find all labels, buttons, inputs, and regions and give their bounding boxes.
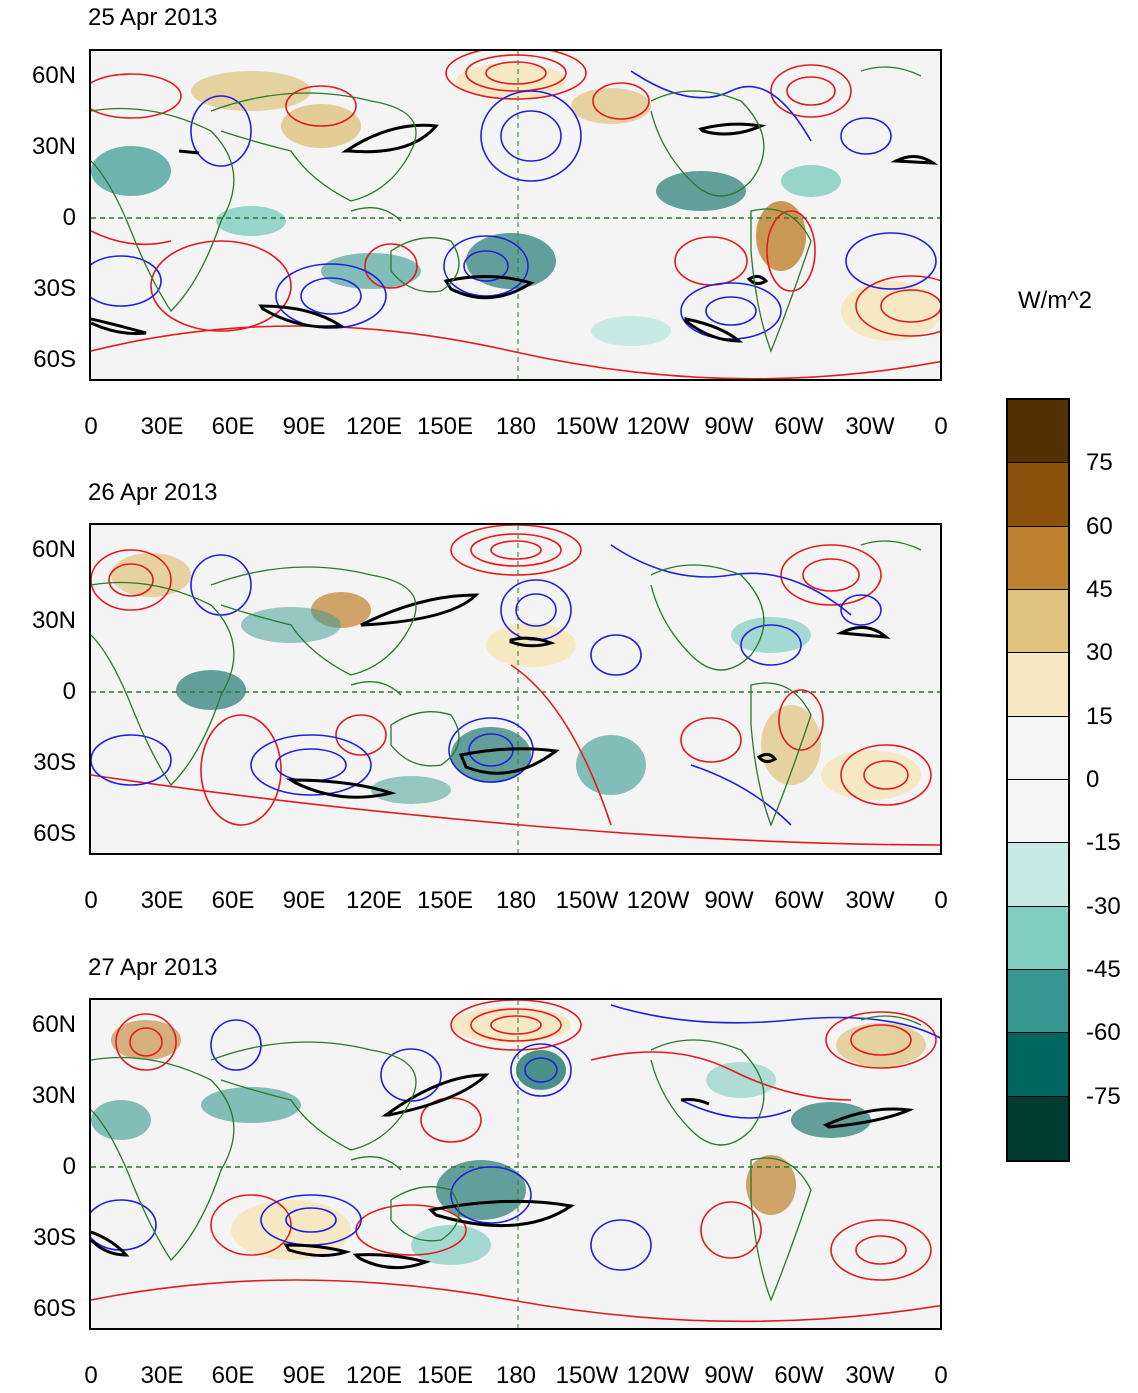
lon-tick-label: 60W <box>774 1362 824 1389</box>
lon-tick-label: 0 <box>934 887 948 914</box>
map-panel-2-graphics <box>91 525 940 853</box>
lon-tick-label: 150E <box>416 1362 474 1389</box>
lat-tick-label: 30N <box>31 1082 76 1109</box>
lon-tick-label: 30W <box>845 413 895 440</box>
map-panel-1-graphics <box>91 51 940 379</box>
lon-tick-label: 150W <box>555 413 619 440</box>
colorbar-level-label: 60 <box>1086 512 1113 540</box>
lon-tick-label: 90W <box>704 887 754 914</box>
lon-tick-label: 60E <box>211 413 255 440</box>
lon-tick-label: 30W <box>845 887 895 914</box>
panel-1-title: 25 Apr 2013 <box>88 4 218 31</box>
lon-tick-label: 120W <box>626 887 690 914</box>
lon-tick-label: 180 <box>495 1362 537 1389</box>
colorbar-level-label: -60 <box>1086 1019 1121 1047</box>
colorbar-swatch <box>1008 970 1068 1034</box>
lon-tick-label: 0 <box>934 1362 948 1389</box>
map-panel-2 <box>89 523 942 855</box>
lon-tick-label: 60W <box>774 887 824 914</box>
lat-tick-label: 0 <box>62 678 76 705</box>
lon-tick-label: 30E <box>140 1362 184 1389</box>
colorbar <box>1006 398 1070 1162</box>
lon-tick-label: 0 <box>84 887 98 914</box>
colorbar-level-label: -15 <box>1086 829 1121 857</box>
lat-tick-label: 30N <box>31 133 76 160</box>
lon-tick-label: 30E <box>140 887 184 914</box>
lat-tick-label: 30S <box>33 275 76 302</box>
lat-tick-label: 60S <box>33 820 76 847</box>
colorbar-level-label: 15 <box>1086 702 1113 730</box>
panel-2-title: 26 Apr 2013 <box>88 479 218 506</box>
colorbar-level-label: 75 <box>1086 449 1113 477</box>
colorbar-level-label: 45 <box>1086 576 1113 603</box>
lon-tick-label: 30W <box>845 1362 895 1389</box>
map-panel-3 <box>89 998 942 1330</box>
colorbar-swatch <box>1008 590 1068 654</box>
lon-tick-label: 90W <box>704 413 754 440</box>
colorbar-swatch <box>1008 906 1068 970</box>
lon-tick-label: 150E <box>416 413 474 440</box>
colorbar-swatch <box>1008 1033 1068 1097</box>
lon-tick-label: 30E <box>140 413 184 440</box>
colorbar-swatch <box>1008 1096 1068 1160</box>
colorbar-level-label: 30 <box>1086 639 1113 667</box>
lon-tick-label: 90E <box>282 413 326 440</box>
colorbar-units-label: W/m^2 <box>1018 287 1092 314</box>
lat-tick-label: 60N <box>31 1011 76 1038</box>
lon-tick-label: 120W <box>626 1362 690 1389</box>
lon-tick-label: 0 <box>84 413 98 440</box>
lon-tick-label: 150E <box>416 887 474 914</box>
colorbar-swatch <box>1008 526 1068 590</box>
lon-tick-label: 150W <box>555 887 619 914</box>
lon-tick-label: 90E <box>282 887 326 914</box>
colorbar-level-label: 0 <box>1086 766 1100 793</box>
lon-tick-label: 60E <box>211 1362 255 1389</box>
lat-tick-label: 0 <box>62 1153 76 1180</box>
lon-tick-label: 0 <box>84 1362 98 1389</box>
colorbar-swatch <box>1008 780 1068 844</box>
lat-tick-label: 60S <box>33 1295 76 1322</box>
colorbar-swatch <box>1008 653 1068 717</box>
colorbar-swatch <box>1008 716 1068 780</box>
colorbar-level-label: -75 <box>1086 1082 1121 1110</box>
lon-tick-label: 180 <box>495 413 537 440</box>
colorbar-swatch <box>1008 463 1068 527</box>
lon-tick-label: 120W <box>626 413 690 440</box>
colorbar-level-label: -45 <box>1086 956 1121 983</box>
lon-tick-label: 60W <box>774 413 824 440</box>
lat-tick-label: 60N <box>31 62 76 89</box>
colorbar-swatch <box>1008 400 1068 464</box>
map-panel-3-graphics <box>91 1000 940 1328</box>
lat-tick-label: 30N <box>31 607 76 634</box>
lon-tick-label: 180 <box>495 887 537 914</box>
lon-tick-label: 150W <box>555 1362 619 1389</box>
lat-tick-label: 60S <box>33 346 76 373</box>
colorbar-swatch <box>1008 843 1068 907</box>
lon-tick-label: 120E <box>345 1362 403 1389</box>
lat-tick-label: 30S <box>33 749 76 776</box>
lon-tick-label: 60E <box>211 887 255 914</box>
lat-tick-label: 60N <box>31 536 76 563</box>
lon-tick-label: 0 <box>934 413 948 440</box>
lat-tick-label: 0 <box>62 204 76 231</box>
lon-tick-label: 120E <box>345 413 403 440</box>
lat-tick-label: 30S <box>33 1224 76 1251</box>
lon-tick-label: 120E <box>345 887 403 914</box>
lon-tick-label: 90W <box>704 1362 754 1389</box>
lon-tick-label: 90E <box>282 1362 326 1389</box>
colorbar-level-label: -30 <box>1086 892 1121 920</box>
map-panel-1 <box>89 49 942 381</box>
panel-3-title: 27 Apr 2013 <box>88 954 218 981</box>
